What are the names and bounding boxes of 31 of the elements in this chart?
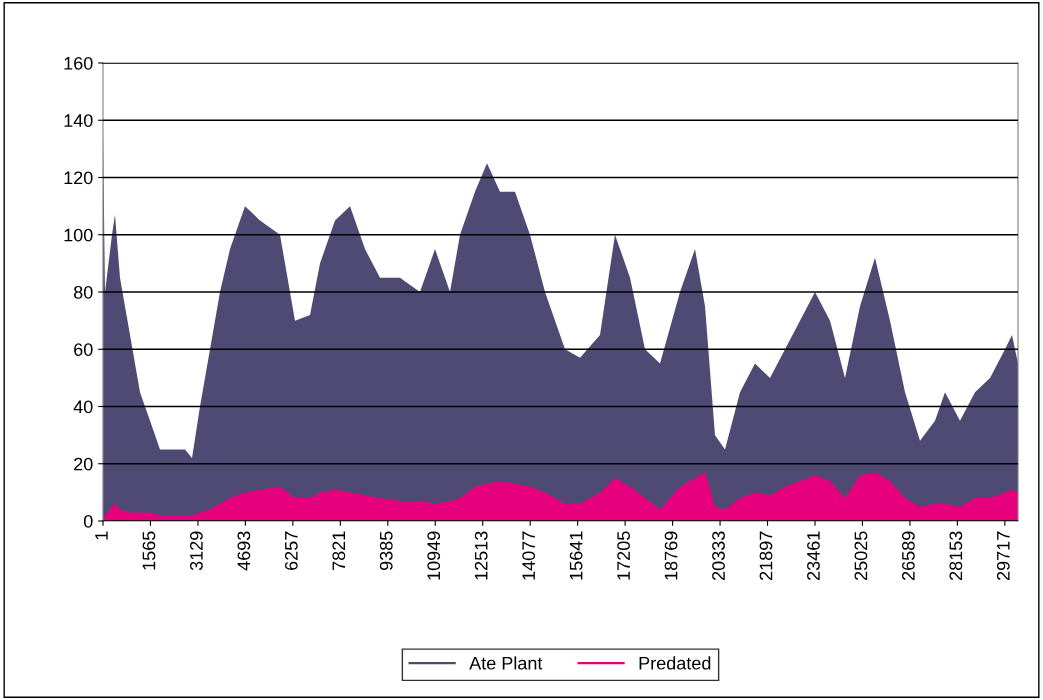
- y-tick-label: 20: [74, 457, 93, 471]
- legend-label: Ate Plant: [469, 656, 543, 670]
- x-tick-label: 23461: [807, 531, 820, 581]
- x-tick-label: 18769: [664, 531, 678, 580]
- y-tick-label: 0: [83, 514, 93, 528]
- x-tick-label: 25025: [854, 531, 868, 581]
- x-tick-label: 6257: [284, 531, 298, 570]
- y-tick-label: 140: [64, 114, 93, 127]
- legend-label: Predated: [639, 656, 711, 670]
- x-tick-label: 3129: [189, 531, 203, 571]
- y-tick-label: 60: [74, 343, 93, 356]
- x-tick-label: 9385: [379, 531, 393, 571]
- x-tick-label: 1565: [142, 531, 156, 570]
- x-tick-label: 28153: [949, 531, 963, 581]
- x-tick-label: 26589: [901, 531, 915, 581]
- y-tick-label: 40: [73, 400, 93, 414]
- x-tick-label: 12513: [474, 531, 488, 580]
- x-tick-label: 10949: [427, 531, 441, 580]
- y-tick-label: 100: [64, 228, 93, 242]
- y-tick-label: 120: [64, 171, 93, 185]
- y-tick-label: 160: [64, 56, 93, 70]
- x-tick-label: 29717: [996, 531, 1010, 581]
- y-tick-label: 80: [73, 285, 93, 299]
- x-tick-label: 15641: [569, 531, 583, 580]
- x-tick-label: 7821: [332, 531, 346, 570]
- x-tick-label: 4693: [237, 531, 251, 571]
- x-tick-label: 17205: [617, 531, 630, 580]
- x-tick-label: 14077: [522, 531, 536, 580]
- x-tick-label: 21897: [759, 531, 773, 581]
- x-tick-label: 1: [95, 531, 108, 540]
- x-tick-label: 20333: [712, 531, 725, 581]
